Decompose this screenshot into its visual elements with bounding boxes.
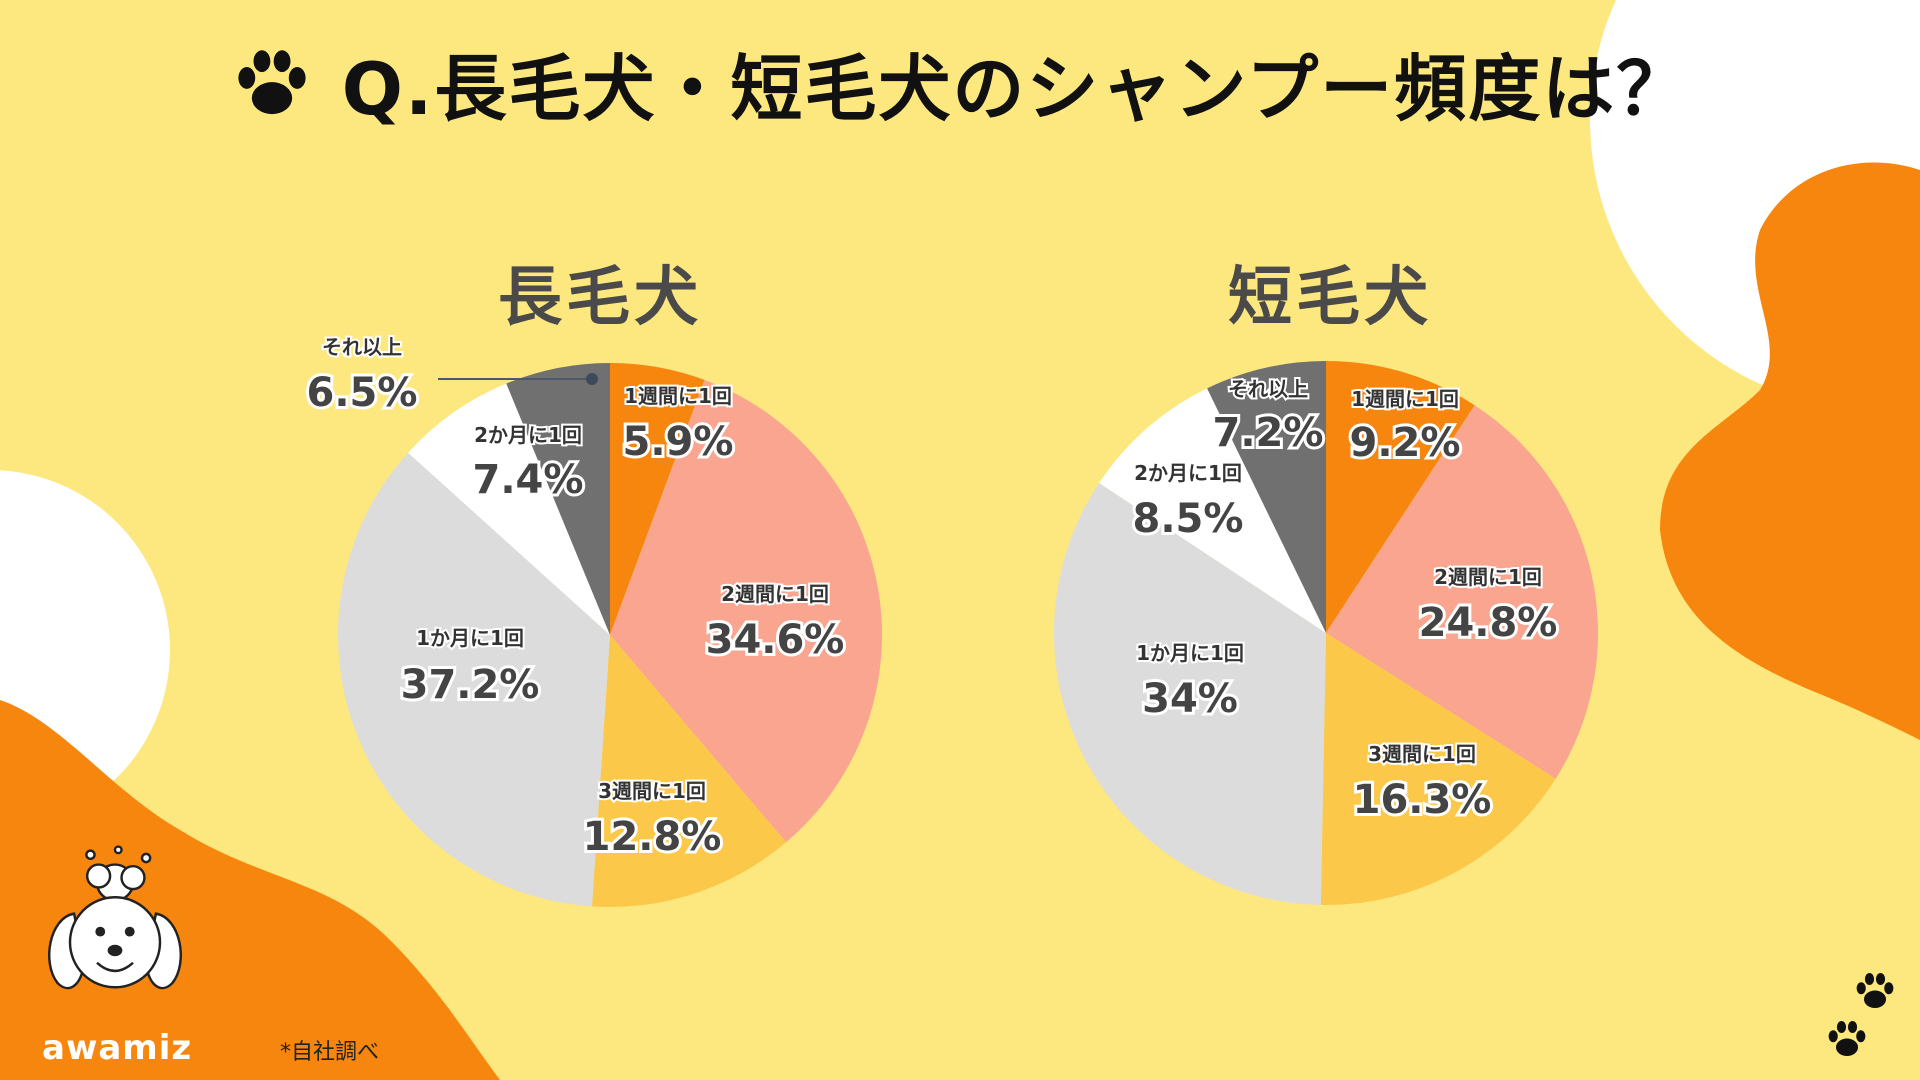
slice-value-label: 7.2% (1213, 410, 1324, 456)
slice-category-label: 1週間に1回 (1351, 387, 1459, 411)
pie-slice-2 (1326, 405, 1598, 779)
page-title: Q.長毛犬・短毛犬のシャンプー頻度は？ (341, 47, 1691, 131)
slice-category-label: それ以上 (322, 335, 402, 359)
slice-category-label: 1週間に1回 (624, 384, 732, 408)
pie-slice-6 (506, 363, 610, 635)
chart-title-short-hair: 短毛犬 (1228, 261, 1432, 335)
slice-value-label: 37.2% (401, 662, 540, 708)
pie-slice-3 (592, 635, 787, 908)
slice-category-label: 1か月に1回 (416, 626, 524, 650)
pie-slice-5 (1099, 388, 1326, 633)
slice-category-label: 3週間に1回 (1368, 742, 1476, 766)
orange-blob-right (1660, 162, 1920, 740)
paw-icon (1856, 973, 1894, 1009)
source-note: *自社調べ (280, 1040, 380, 1065)
slice-value-label: 34.6% (706, 617, 845, 663)
paw-icon (238, 49, 306, 114)
slice-value-label: 5.9% (623, 419, 734, 465)
dog-nose (107, 944, 123, 957)
pie-slice-6 (1207, 361, 1326, 633)
pie-slice-3 (1320, 633, 1556, 905)
slice-category-label: 2週間に1回 (1434, 565, 1542, 589)
dog-eye-right (124, 926, 135, 937)
slice-value-label: 8.5% (1133, 496, 1244, 542)
pie-slice-2 (610, 379, 883, 843)
slice-value-label: 12.8% (583, 814, 722, 860)
paw-icon (1828, 1021, 1866, 1057)
slice-value-label: 6.5% (307, 370, 418, 416)
slice-category-label: 3週間に1回 (598, 779, 706, 803)
slice-value-label: 16.3% (1353, 777, 1492, 823)
slice-category-label: 1か月に1回 (1136, 641, 1244, 665)
leader-dot (586, 373, 598, 385)
chart-title-long-hair: 長毛犬 (498, 261, 702, 335)
pie-slice-4 (337, 452, 610, 907)
brand-logo-text: awamiz (42, 1028, 193, 1068)
slice-value-label: 34% (1142, 676, 1238, 722)
pie-slice-1 (1326, 361, 1475, 633)
slice-category-label: 2か月に1回 (474, 423, 582, 447)
header: Q.長毛犬・短毛犬のシャンプー頻度は？ (0, 30, 1920, 135)
pie-slice-5 (408, 383, 610, 635)
pie-slice-1 (610, 363, 705, 635)
dog-mascot-icon (48, 845, 182, 990)
slice-value-label: 24.8% (1419, 600, 1558, 646)
slice-value-label: 7.4% (473, 457, 584, 503)
slice-value-label: 9.2% (1350, 420, 1461, 466)
pie-slice-4 (1053, 482, 1326, 905)
slice-category-label: 2か月に1回 (1134, 461, 1242, 485)
slice-category-label: 2週間に1回 (721, 582, 829, 606)
dog-eye-left (95, 926, 106, 937)
slice-category-label: それ以上 (1228, 377, 1308, 401)
